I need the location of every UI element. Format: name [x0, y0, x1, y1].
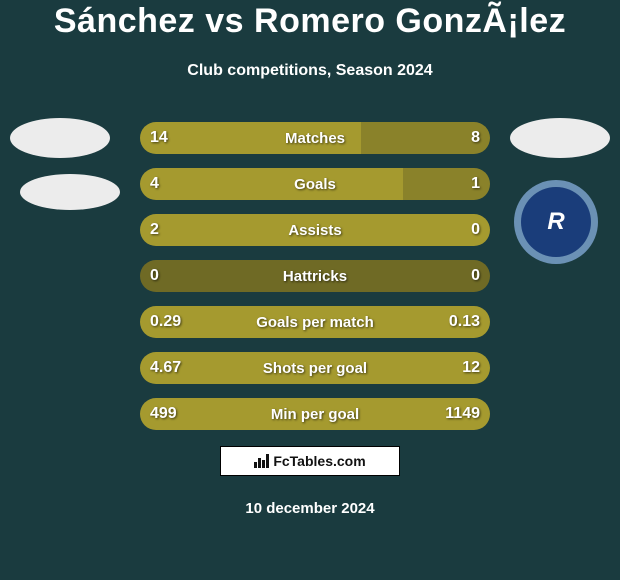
- stats-column: 148Matches 41Goals 20Assists 00Hattricks 0.2…: [140, 122, 490, 444]
- page-date: 10 december 2024: [0, 500, 620, 517]
- bar-chart-icon-bar: [258, 458, 261, 468]
- stat-bar-track: [140, 122, 490, 154]
- date-text: 10 december 2024: [245, 500, 374, 517]
- stat-bar-track: [140, 260, 490, 292]
- stat-bar-track: [140, 398, 490, 430]
- stat-bar-track: [140, 306, 490, 338]
- player-left-club-placeholder: [20, 174, 120, 210]
- stat-bar-left: [140, 122, 361, 154]
- player-right-club-badge: R: [514, 180, 598, 264]
- stat-bar-left: [140, 352, 490, 384]
- club-monogram-text: R: [547, 208, 564, 236]
- stat-bar-left: [140, 306, 490, 338]
- bar-chart-icon: [254, 454, 269, 468]
- bar-chart-icon-bar: [254, 462, 257, 468]
- bar-chart-icon-bar: [266, 454, 269, 468]
- stat-bar-right: [403, 168, 491, 200]
- player-right-avatar: [510, 118, 610, 158]
- title-text: Sánchez vs Romero GonzÃ¡lez: [54, 2, 566, 40]
- stat-bar-left: [140, 260, 315, 292]
- stat-bar-right: [315, 260, 490, 292]
- fctables-text: FcTables.com: [273, 453, 365, 469]
- stat-bar-left: [140, 398, 490, 430]
- stat-row: 41Goals: [140, 168, 490, 200]
- club-badge-monogram: R: [521, 187, 591, 257]
- page-title: Sánchez vs Romero GonzÃ¡lez: [0, 2, 620, 41]
- stat-row: 4.6712Shots per goal: [140, 352, 490, 384]
- stat-row: 148Matches: [140, 122, 490, 154]
- player-left-avatar: [10, 118, 110, 158]
- stat-row: 00Hattricks: [140, 260, 490, 292]
- stat-bar-track: [140, 352, 490, 384]
- stat-row: 20Assists: [140, 214, 490, 246]
- stat-row: 0.290.13Goals per match: [140, 306, 490, 338]
- stat-bar-track: [140, 214, 490, 246]
- stat-bar-left: [140, 168, 403, 200]
- comparison-canvas: Sánchez vs Romero GonzÃ¡lez Club competi…: [0, 0, 620, 580]
- bar-chart-icon-bar: [262, 460, 265, 468]
- stat-bar-track: [140, 168, 490, 200]
- page-subtitle: Club competitions, Season 2024: [0, 62, 620, 80]
- stat-row: 4991149Min per goal: [140, 398, 490, 430]
- stat-bar-left: [140, 214, 490, 246]
- subtitle-text: Club competitions, Season 2024: [187, 62, 432, 79]
- fctables-watermark: FcTables.com: [220, 446, 400, 476]
- stat-bar-right: [361, 122, 491, 154]
